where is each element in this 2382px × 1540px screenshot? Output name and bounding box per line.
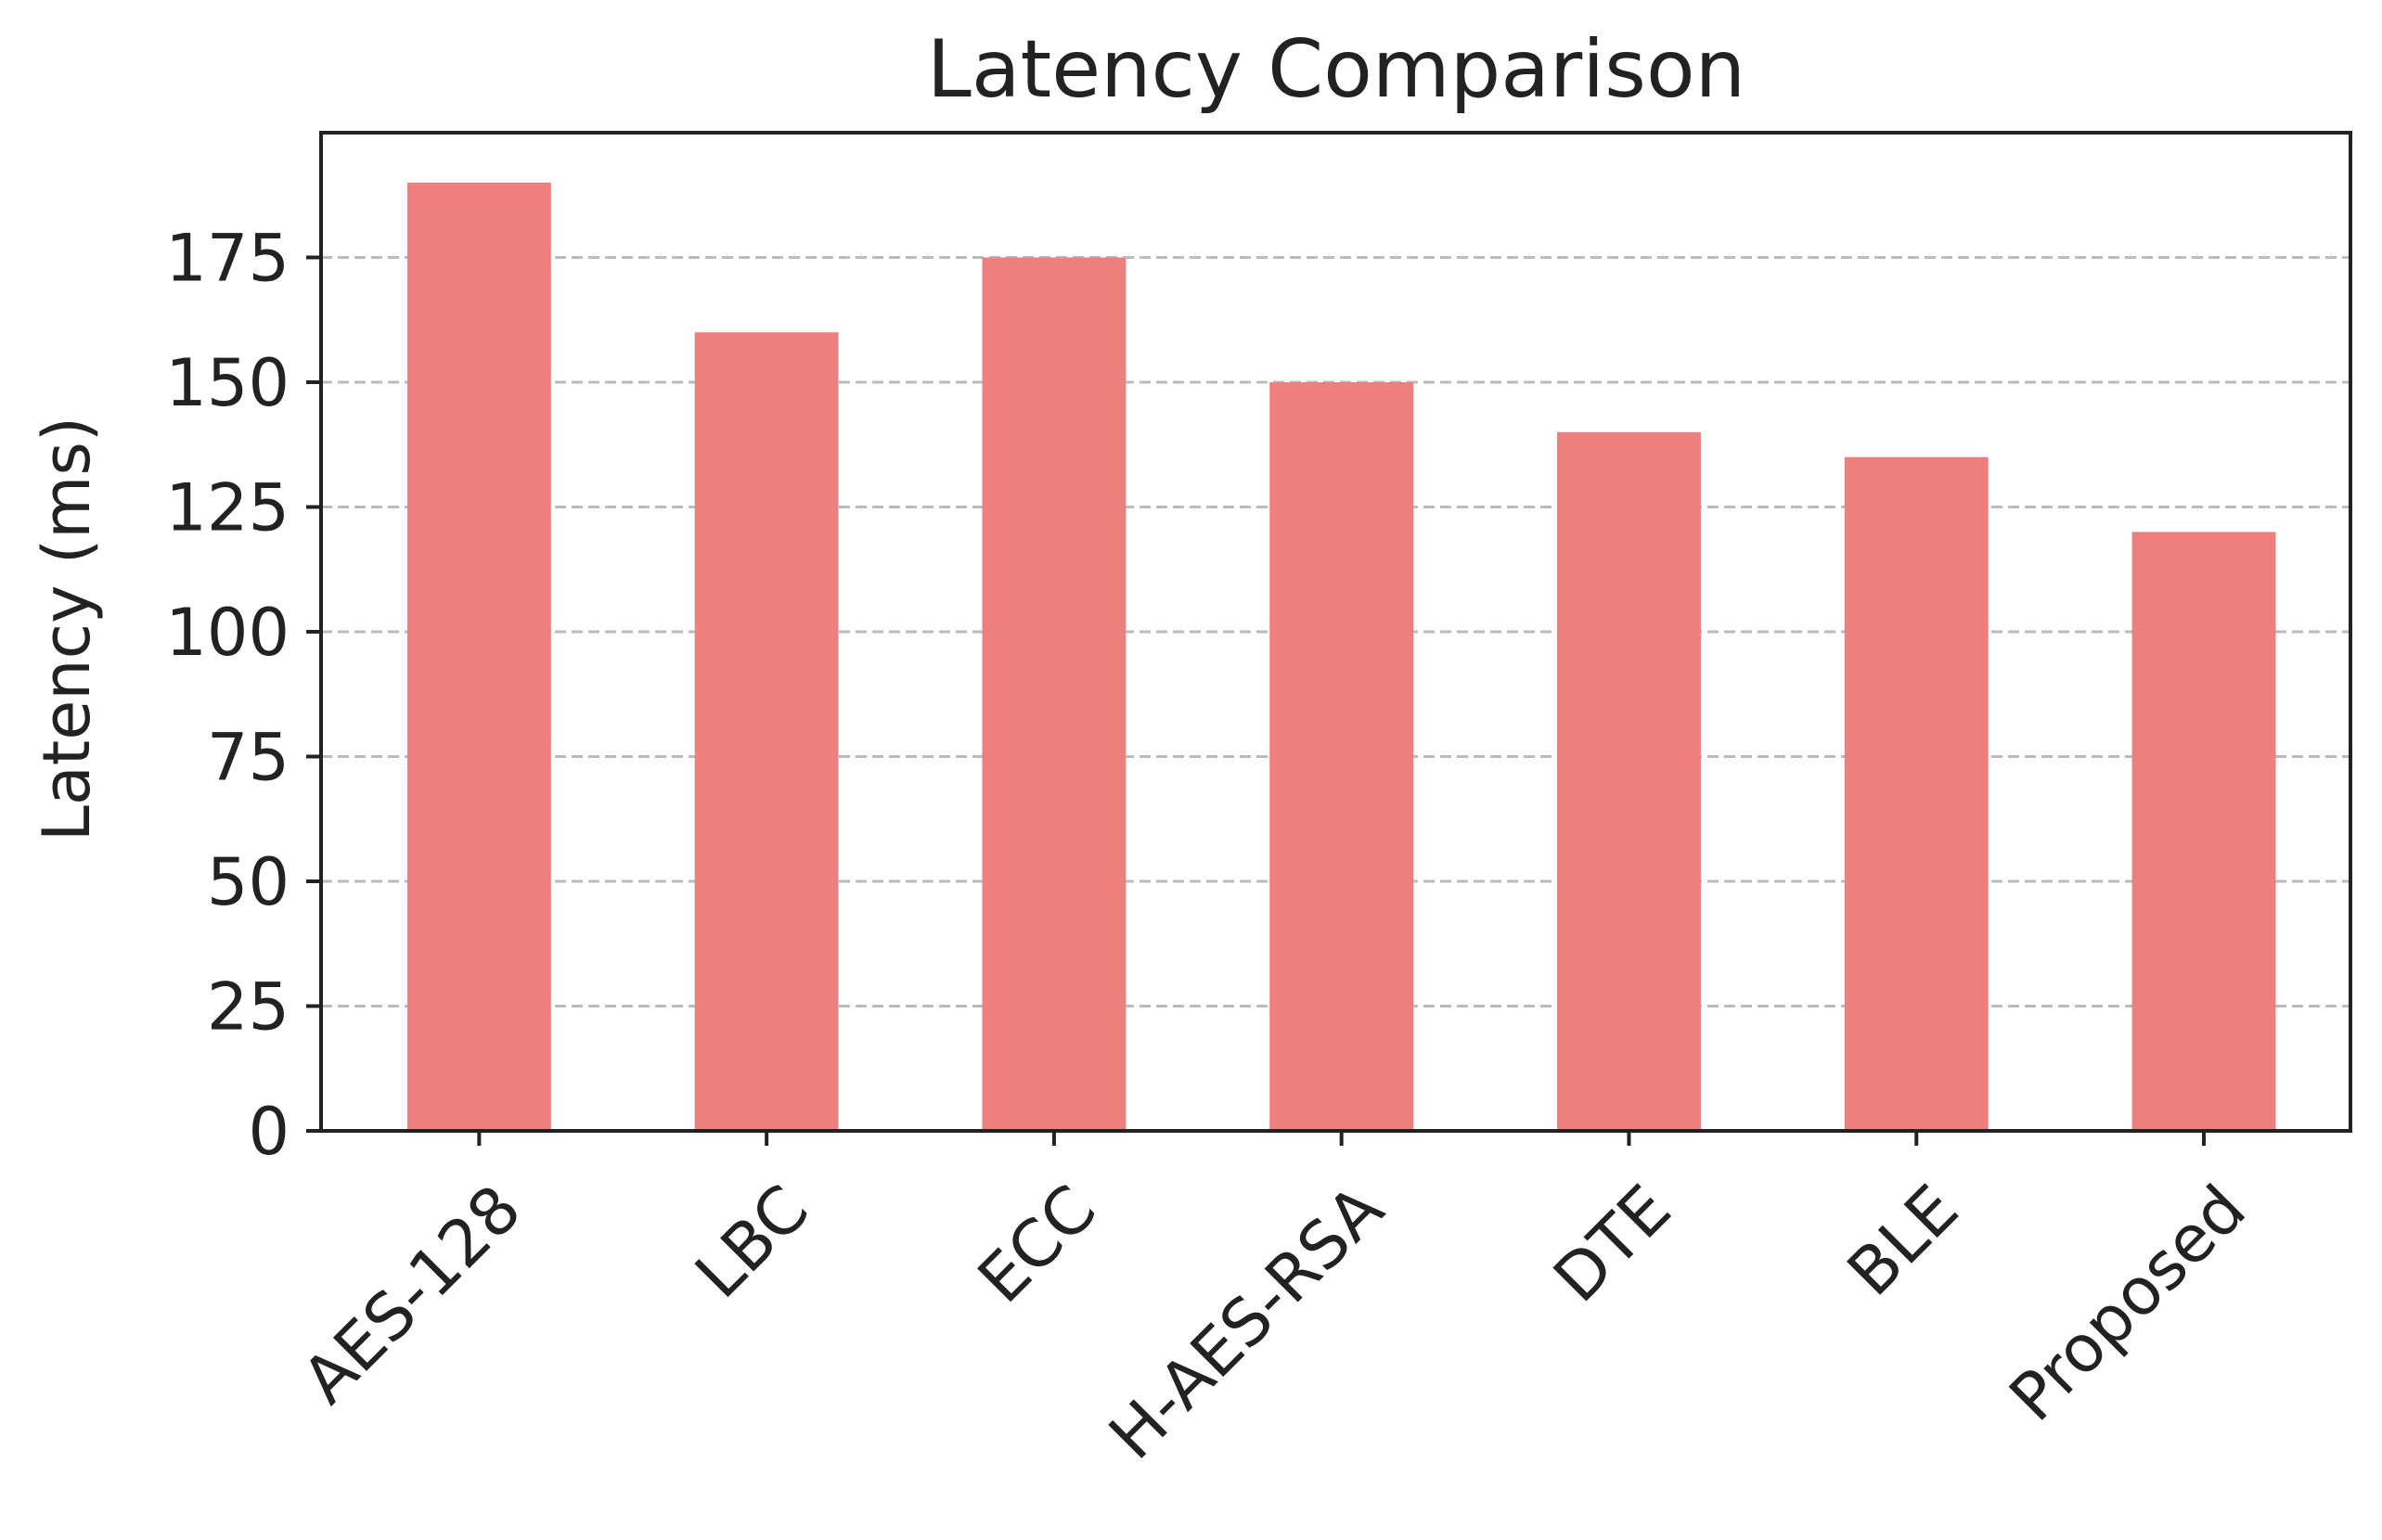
bar-ble [1844, 456, 1989, 1131]
bar-aes-128 [406, 182, 551, 1132]
y-axis-label: Latency (ms) [29, 417, 105, 841]
x-tick-label: Proposed [1995, 1171, 2260, 1436]
y-tick-label: 150 [165, 345, 290, 421]
bar-proposed [2131, 532, 2276, 1131]
y-tick-label: 125 [165, 470, 290, 546]
plot-frame [319, 131, 2352, 1133]
y-tick-label: 100 [165, 595, 290, 671]
chart-title: Latency Comparison [927, 23, 1745, 116]
y-tick-label: 50 [207, 844, 290, 920]
y-tick-label: 25 [207, 969, 290, 1046]
bar-lbc [694, 332, 839, 1131]
gridlines [321, 256, 2350, 1007]
x-tick-label: H-AES-RSA [1095, 1171, 1398, 1474]
bar-dte [1557, 431, 1701, 1131]
x-tick-label: ECC [963, 1171, 1110, 1317]
x-tick-label: AES-128 [288, 1171, 535, 1418]
x-tick-label: LBC [681, 1171, 823, 1313]
y-tick-label: 0 [248, 1094, 290, 1170]
bars [406, 182, 2276, 1132]
y-tick-label: 175 [165, 221, 290, 297]
y-tick-label: 75 [207, 720, 290, 796]
x-tick-label: DTE [1539, 1171, 1686, 1317]
bar-h-aes-rsa [1269, 382, 1414, 1131]
x-tick-label: BLE [1833, 1171, 1973, 1311]
bar-ecc [982, 257, 1127, 1131]
